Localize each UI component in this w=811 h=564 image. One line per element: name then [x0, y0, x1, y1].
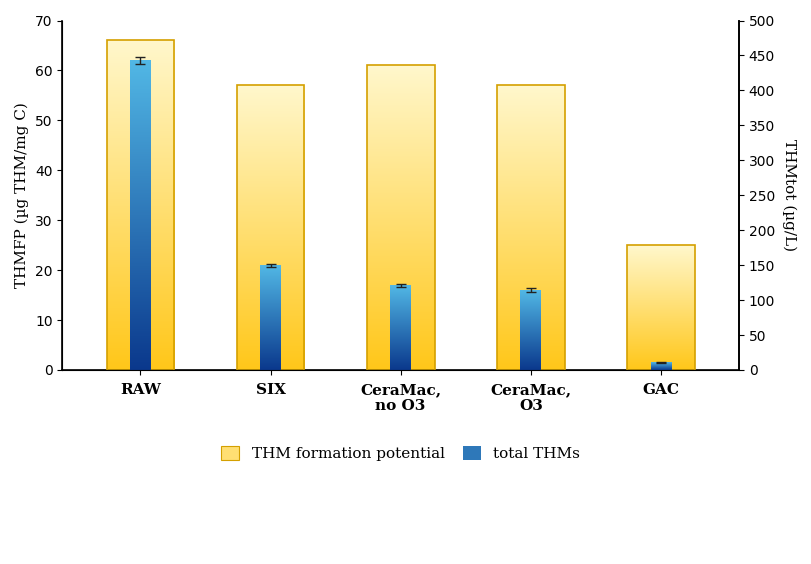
Bar — [106, 41, 174, 370]
Y-axis label: THMtot (µg/L): THMtot (µg/L) — [782, 139, 796, 252]
Legend: THM formation potential, total THMs: THM formation potential, total THMs — [215, 440, 586, 467]
Y-axis label: THMFP (µg THM/mg C): THMFP (µg THM/mg C) — [15, 102, 29, 288]
Bar — [237, 85, 304, 370]
Bar — [627, 245, 695, 370]
Bar — [367, 65, 435, 370]
Bar — [497, 85, 564, 370]
